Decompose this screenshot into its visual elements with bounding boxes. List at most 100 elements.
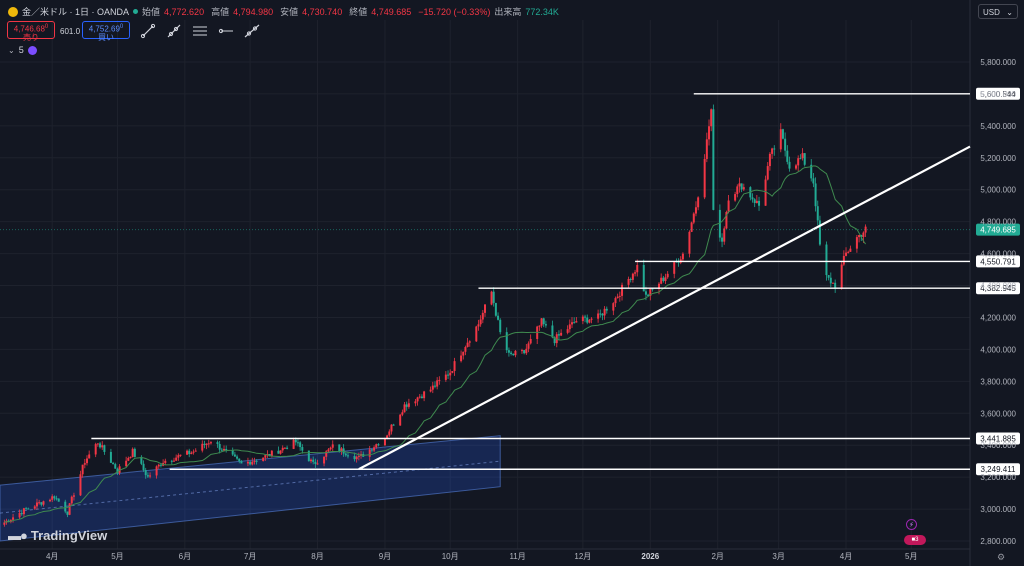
candle-body	[590, 318, 593, 320]
logo-text: TradingView	[30, 528, 108, 543]
candle-body	[497, 315, 500, 320]
drawing-toolbar	[136, 20, 264, 42]
candle-body	[373, 447, 376, 451]
candle-body	[223, 448, 226, 451]
parallel-channel-icon[interactable]	[188, 20, 212, 42]
horizontal-ray-icon[interactable]	[214, 20, 238, 42]
candle-body	[758, 200, 761, 206]
sell-price-sup: 0	[44, 24, 49, 30]
candle-body	[375, 444, 378, 448]
candle-body	[812, 178, 815, 184]
candle-body	[325, 451, 328, 457]
level-price-label: 3,249.411	[981, 465, 1017, 474]
low-value: 4,730.740	[302, 6, 343, 17]
currency-select[interactable]: USD ⌄	[978, 4, 1018, 19]
candle-body	[368, 449, 371, 457]
candle-body	[651, 288, 654, 290]
high-label: 高値	[211, 7, 230, 17]
candle-body	[144, 470, 147, 476]
y-tick-label: 3,800.000	[980, 377, 1016, 386]
candle-body	[66, 511, 69, 515]
y-tick-label: 4,800.000	[980, 218, 1016, 227]
candle-body	[784, 138, 787, 151]
candle-body	[49, 499, 52, 502]
currency-label: USD	[983, 8, 1000, 17]
sell-label: 売り	[23, 32, 39, 42]
candle-body	[109, 451, 112, 463]
candle-body	[629, 278, 632, 280]
candle-body	[225, 448, 228, 451]
candle-body	[468, 341, 471, 343]
candle-body	[88, 454, 91, 459]
candle-body	[566, 329, 569, 333]
high-value: 4,794.980	[233, 6, 274, 17]
candle-body	[253, 460, 256, 462]
close-label: 終値	[349, 7, 368, 17]
open-value: 4,772.620	[164, 6, 205, 17]
y-tick-label: 5,400.000	[980, 122, 1016, 131]
candle-body	[190, 452, 193, 455]
candle-body	[505, 332, 508, 351]
candle-body	[264, 455, 267, 458]
candle-body	[299, 442, 302, 448]
sell-button[interactable]: 4,746.680 売り	[7, 21, 55, 42]
candle-body	[431, 385, 434, 390]
candle-body	[494, 302, 497, 316]
candle-body	[399, 414, 402, 426]
candle-body	[438, 379, 441, 381]
candle-body	[618, 295, 621, 297]
candle-body	[514, 350, 517, 356]
y-tick-label: 4,000.000	[980, 345, 1016, 354]
candle-body	[507, 350, 510, 353]
candle-body	[118, 466, 121, 473]
candle-body	[479, 319, 482, 325]
candle-body	[586, 317, 589, 323]
candle-body	[636, 264, 639, 273]
candle-body	[466, 342, 469, 348]
indicator-toggle[interactable]: ⌄ 5	[8, 45, 37, 55]
x-tick-label: 3月	[772, 552, 784, 561]
economic-event-badge[interactable]: ■3	[904, 535, 926, 545]
candle-body	[460, 355, 463, 362]
candle-body	[296, 442, 299, 444]
candle-body	[544, 324, 547, 326]
candle-body	[342, 448, 345, 454]
candle-body	[386, 435, 389, 439]
candle-body	[462, 351, 465, 356]
candle-body	[405, 404, 408, 407]
candle-body	[418, 396, 421, 398]
level-price-label: 4,550.791	[980, 257, 1016, 266]
candle-body	[236, 456, 239, 459]
candle-body	[481, 312, 484, 320]
volume-value: 772.34K	[525, 6, 559, 17]
candle-body	[810, 164, 813, 179]
y-tick-label: 3,400.000	[980, 441, 1016, 450]
change-value: −15.720 (−0.33%)	[418, 6, 491, 17]
y-tick-label: 2,800.000	[980, 537, 1016, 546]
y-tick-label: 5,000.000	[980, 186, 1016, 195]
lightning-icon[interactable]: ⚡	[906, 519, 917, 530]
y-tick-label: 4,200.000	[980, 313, 1016, 322]
legend-header: 金／米ドル · 1日 · OANDA 始値 4,772.620 高値 4,794.9…	[8, 5, 559, 18]
candle-body	[433, 385, 436, 387]
y-tick-label: 5,600.000	[980, 90, 1016, 99]
candle-body	[723, 228, 726, 242]
extended-line-icon[interactable]	[240, 20, 264, 42]
candle-body	[186, 450, 189, 455]
y-tick-label: 5,800.000	[980, 58, 1016, 67]
candle-body	[146, 475, 149, 477]
gear-icon[interactable]: ⚙	[997, 552, 1006, 562]
candle-body	[773, 148, 776, 150]
candle-body	[845, 252, 848, 256]
candle-body	[12, 517, 15, 520]
x-tick-label: 2月	[711, 552, 723, 561]
candle-body	[755, 200, 758, 204]
candle-body	[383, 438, 386, 446]
buy-button[interactable]: 4,752.690 買い	[82, 21, 130, 41]
candle-body	[499, 319, 502, 333]
ray-icon[interactable]	[162, 20, 186, 42]
symbol-title[interactable]: 金／米ドル · 1日 · OANDA	[22, 7, 130, 17]
candle-body	[131, 448, 134, 458]
trend-line-icon[interactable]	[136, 20, 160, 42]
